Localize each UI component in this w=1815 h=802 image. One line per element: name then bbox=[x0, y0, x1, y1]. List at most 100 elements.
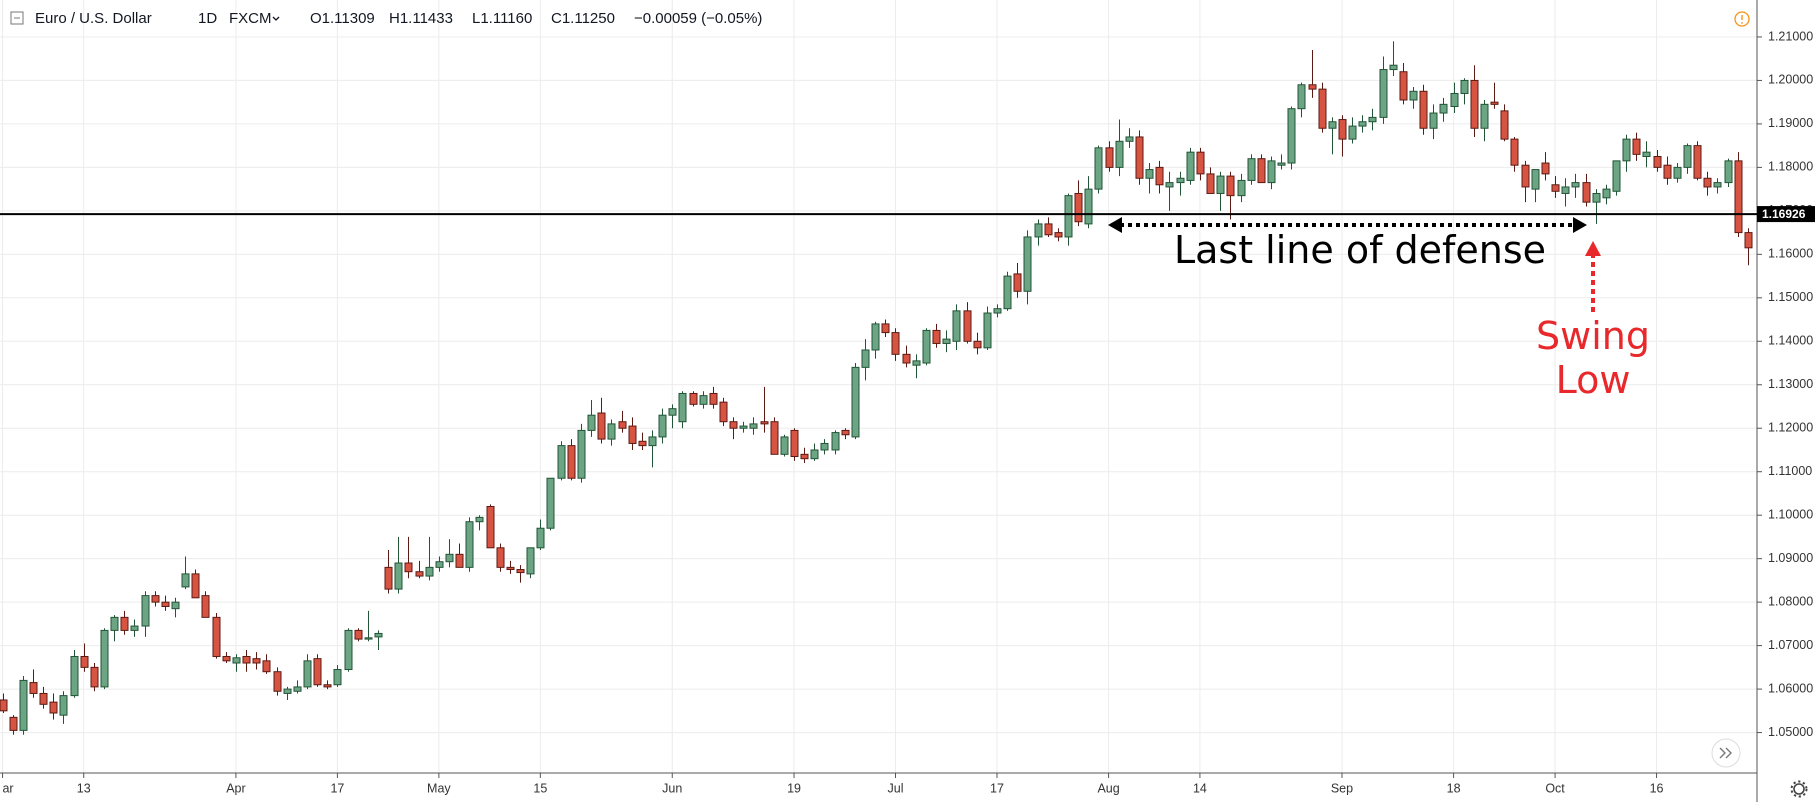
source[interactable]: FXCM bbox=[229, 10, 272, 27]
candle-body bbox=[80, 655, 89, 668]
candle-body bbox=[1348, 125, 1357, 140]
candle-body bbox=[1145, 169, 1154, 179]
candle-body bbox=[1531, 169, 1540, 190]
candle-body bbox=[1622, 138, 1631, 162]
candle-body bbox=[161, 601, 170, 607]
candle-body bbox=[384, 566, 393, 590]
candle-body bbox=[1308, 84, 1317, 90]
warning-circle[interactable] bbox=[1734, 11, 1750, 27]
header: Euro / U.S. Dollar 1D FXCM O1.11309 H1.1… bbox=[10, 10, 762, 27]
settings-icon[interactable] bbox=[1790, 780, 1808, 798]
y-tick-label: 1.21000 bbox=[1768, 29, 1813, 43]
candle-body bbox=[1318, 88, 1327, 129]
level-label: 1.16926 bbox=[1762, 207, 1806, 221]
candle-body bbox=[1155, 166, 1164, 186]
candle-body bbox=[952, 310, 961, 342]
candle-body bbox=[1368, 116, 1377, 123]
candle-body bbox=[475, 516, 484, 523]
candle-body bbox=[699, 395, 708, 405]
candle-body bbox=[760, 421, 769, 425]
overlay bbox=[1108, 217, 1601, 312]
candle-body bbox=[435, 561, 444, 568]
candle-body bbox=[1582, 182, 1591, 203]
candle-body bbox=[1642, 151, 1651, 158]
y-tick-label: 1.12000 bbox=[1768, 421, 1813, 435]
candle-body bbox=[90, 666, 99, 688]
candle-body bbox=[536, 527, 545, 549]
candle-body bbox=[151, 595, 160, 603]
candle-body bbox=[790, 429, 799, 457]
candle-body bbox=[364, 637, 373, 640]
candle-body bbox=[404, 562, 413, 573]
candle-body bbox=[851, 366, 860, 438]
candle-body bbox=[597, 412, 606, 440]
candle-body bbox=[749, 423, 758, 429]
candle-body bbox=[1571, 182, 1580, 188]
candle-body bbox=[0, 699, 8, 712]
x-tick-label: 16 bbox=[1650, 781, 1664, 795]
candle-body bbox=[465, 521, 474, 568]
candle-body bbox=[506, 566, 515, 571]
candle-body bbox=[1125, 136, 1134, 142]
candle-body bbox=[1480, 103, 1489, 129]
candle-body bbox=[881, 323, 890, 334]
candle-body bbox=[1074, 192, 1083, 223]
candle-body bbox=[1216, 175, 1225, 194]
candle-body bbox=[70, 655, 79, 697]
candle-body bbox=[1439, 103, 1448, 114]
candle-body bbox=[1734, 160, 1743, 234]
candle-body bbox=[1490, 101, 1499, 105]
annotation-swing-low: Swing Low bbox=[1536, 314, 1650, 402]
scroll-chevron-2 bbox=[1725, 747, 1732, 759]
candle-body bbox=[1419, 90, 1428, 129]
candle-body bbox=[344, 629, 353, 671]
candle-body bbox=[1247, 158, 1256, 181]
swing-low-arrow-head bbox=[1585, 241, 1601, 256]
candle-body bbox=[810, 449, 819, 460]
scroll-circle[interactable] bbox=[1711, 738, 1741, 768]
candle-body bbox=[780, 436, 789, 455]
candle-body bbox=[1460, 79, 1469, 94]
candle-body bbox=[668, 408, 677, 416]
candle-body bbox=[1521, 164, 1530, 188]
y-tick-label: 1.07000 bbox=[1768, 638, 1813, 652]
ohlc-open: O1.11309 bbox=[310, 10, 375, 27]
y-tick-label: 1.08000 bbox=[1768, 594, 1813, 608]
candle-body bbox=[1328, 121, 1337, 129]
candle-body bbox=[1389, 64, 1398, 71]
candle-body bbox=[496, 547, 505, 568]
candle-body bbox=[100, 629, 109, 688]
candle-body bbox=[526, 547, 535, 575]
candle-body bbox=[1054, 232, 1063, 238]
candle-body bbox=[607, 423, 616, 440]
collapse-icon[interactable] bbox=[10, 11, 24, 25]
candle-body bbox=[577, 429, 586, 479]
candle-body bbox=[1470, 79, 1479, 129]
candle-body bbox=[9, 716, 18, 731]
candle-body bbox=[1399, 71, 1408, 101]
candle-body bbox=[1673, 166, 1682, 179]
candle-body bbox=[1023, 236, 1032, 292]
candle-body bbox=[222, 655, 231, 662]
source-chevron[interactable] bbox=[272, 16, 280, 21]
candle-body bbox=[902, 353, 911, 364]
annotation-defense: Last line of defense bbox=[1173, 228, 1547, 272]
candle-body bbox=[1287, 108, 1296, 164]
gear-ring[interactable] bbox=[1793, 783, 1805, 795]
candle-body bbox=[1084, 188, 1093, 225]
candle-body bbox=[1013, 273, 1022, 292]
scroll-button[interactable] bbox=[1711, 738, 1741, 768]
ohlc-high: H1.11433 bbox=[389, 10, 453, 27]
x-tick-label: 17 bbox=[990, 781, 1004, 795]
candle-body bbox=[1632, 138, 1641, 155]
ohlc-low: L1.11160 bbox=[472, 10, 532, 27]
x-tick-label: ar bbox=[2, 781, 13, 795]
candle-body bbox=[1338, 119, 1347, 140]
candle-body bbox=[546, 477, 555, 529]
warning-icon[interactable] bbox=[1734, 11, 1750, 27]
grid bbox=[0, 0, 1757, 773]
candle-body bbox=[770, 421, 779, 455]
x-tick-label: May bbox=[427, 781, 451, 795]
candle-body bbox=[445, 553, 454, 563]
